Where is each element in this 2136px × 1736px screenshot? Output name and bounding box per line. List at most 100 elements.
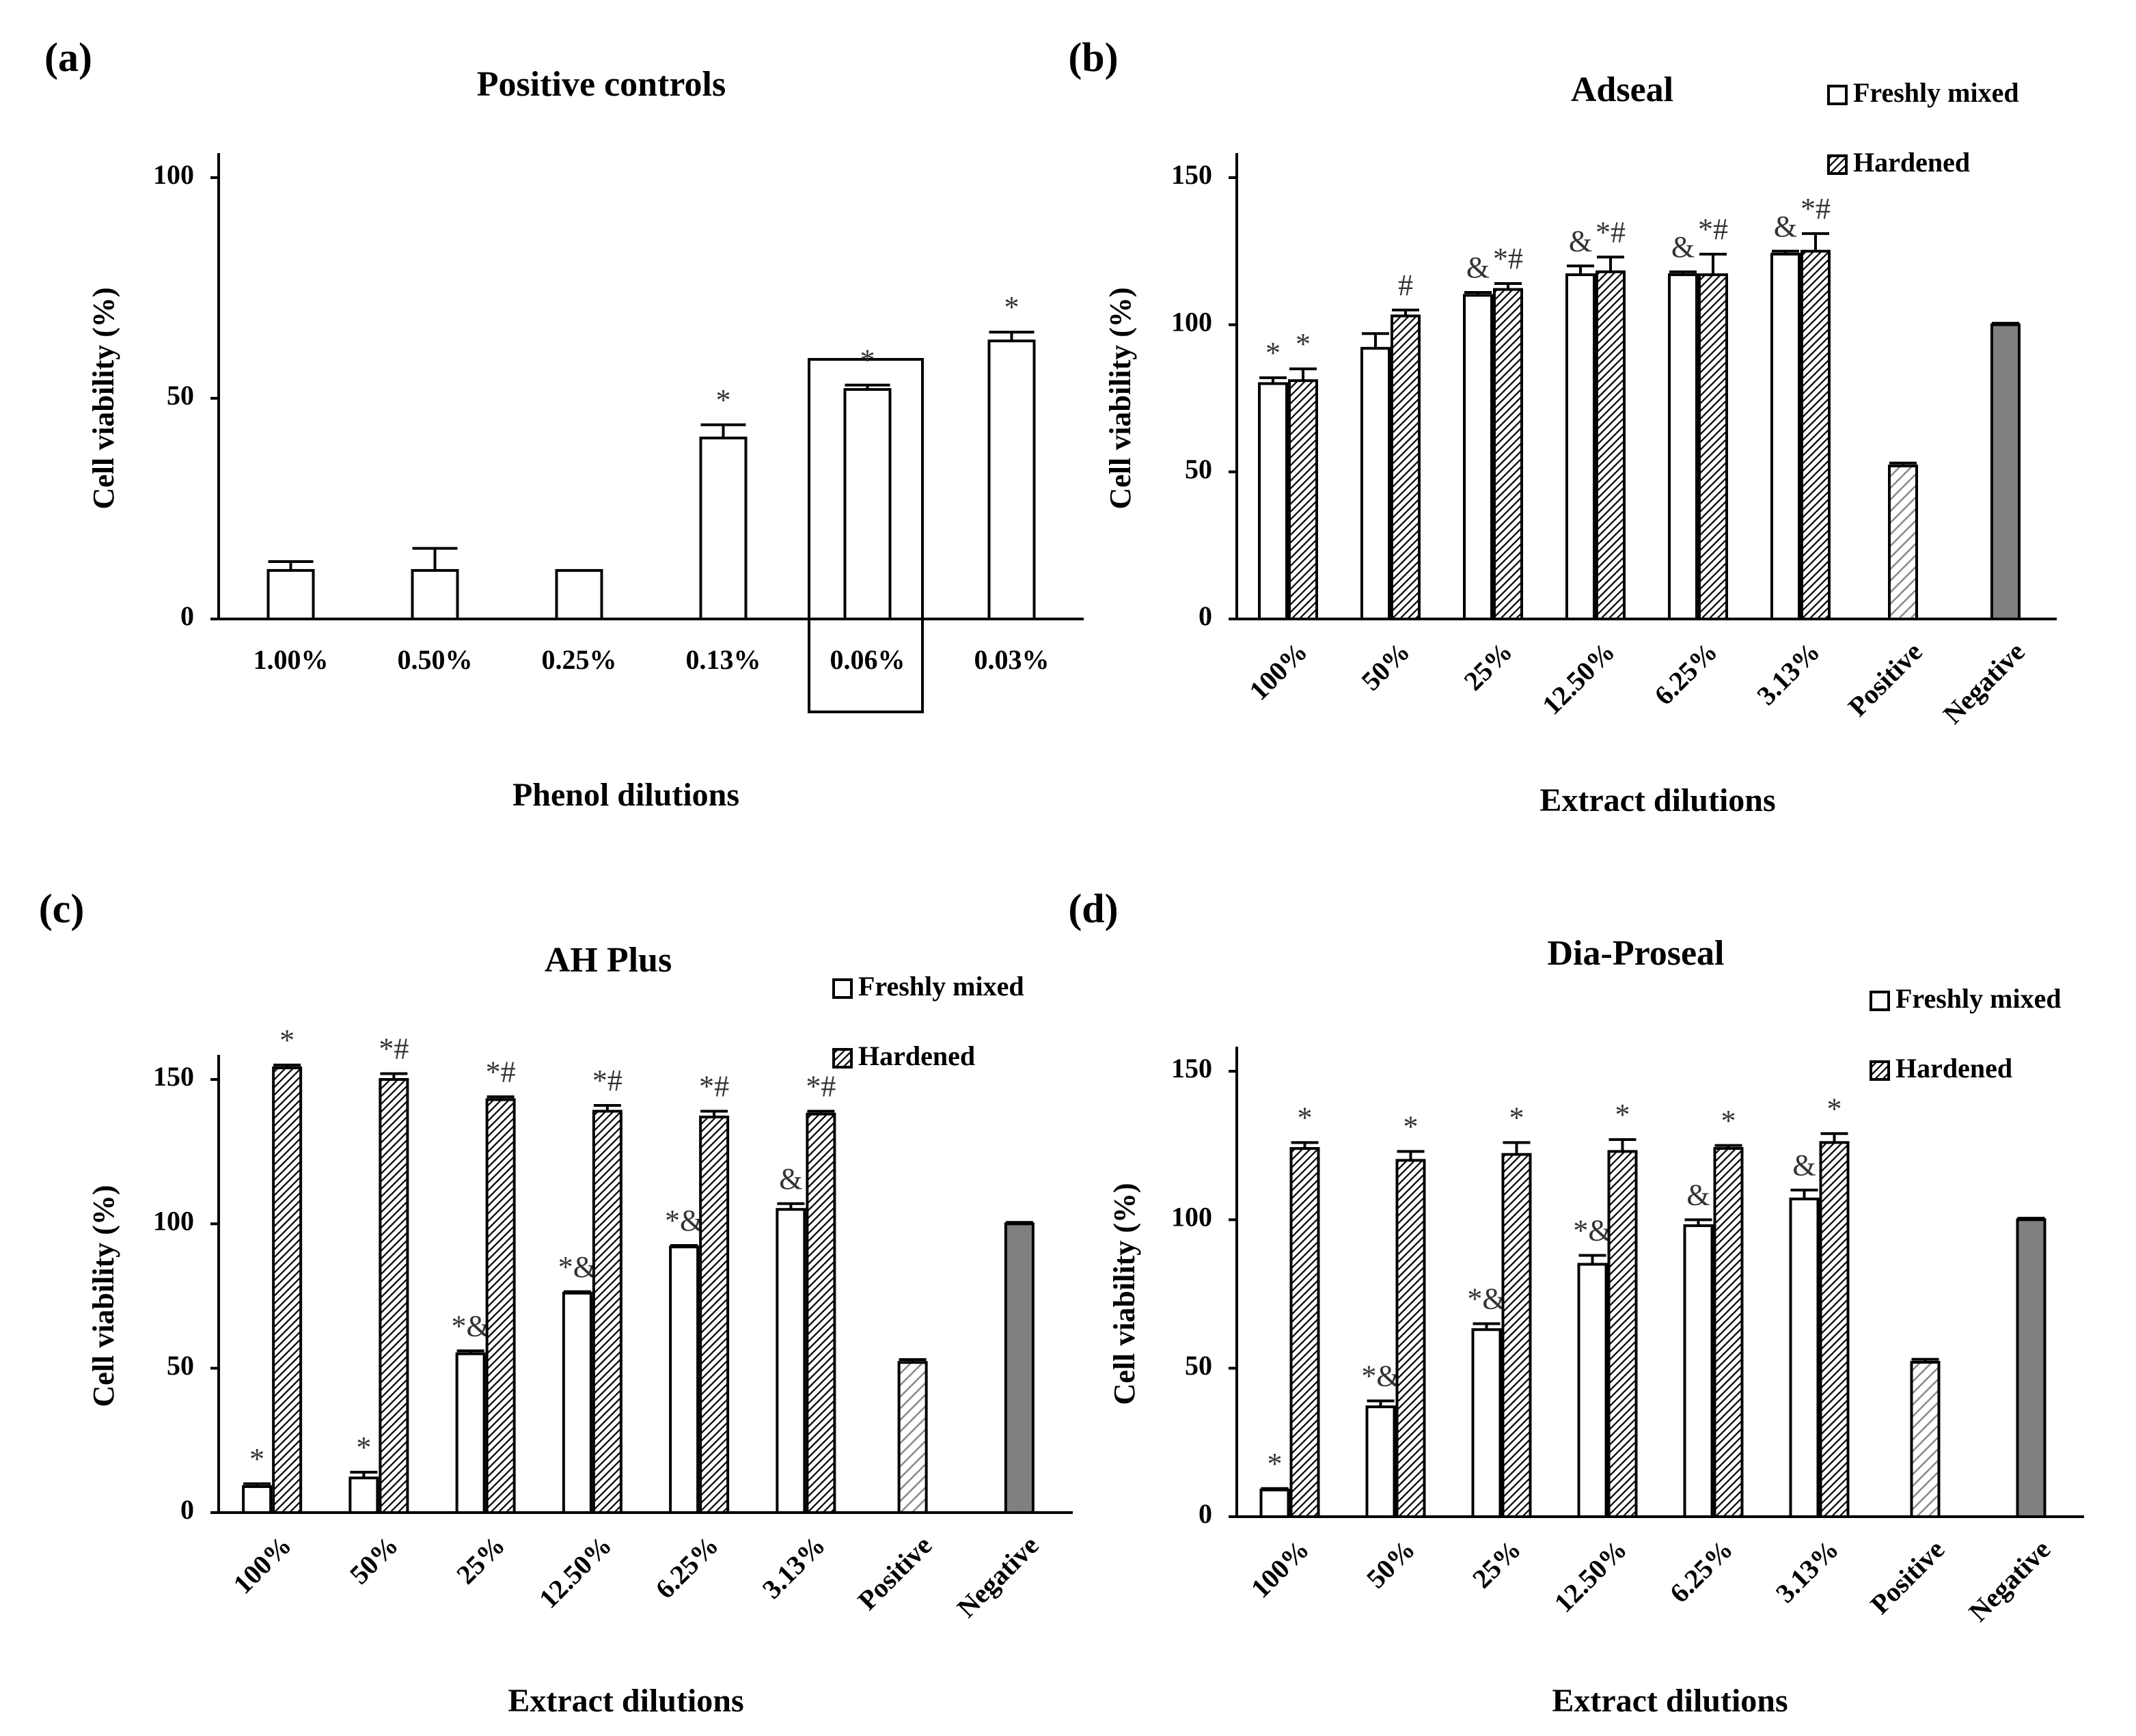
bar [562,1291,592,1514]
legend-swatch [1870,991,1890,1011]
annotation: * [1827,1092,1842,1125]
bar [1471,1328,1502,1519]
x-axis-label: Phenol dilutions [512,777,739,813]
bar [1713,1147,1744,1518]
bar [1004,1222,1035,1515]
bar [1565,273,1596,620]
error-bar [807,1110,835,1114]
annotation: *& [1573,1214,1611,1248]
error-bar [1259,376,1287,384]
bar [776,1208,806,1514]
x-tick-label: 0.03% [974,644,1050,675]
bar [266,568,315,620]
error-bar [899,1358,927,1363]
bar [1698,273,1728,620]
y-tick-label: 150 [153,1061,194,1092]
error-bar [350,1470,378,1478]
y-tick-label: 100 [1171,307,1212,337]
annotation: * [860,344,875,377]
bar [1391,314,1421,620]
legend-label: Freshly mixed [858,971,1024,1002]
error-bar [412,547,458,570]
x-tick-label: 12.50% [1536,636,1621,721]
panel-label: (c) [39,886,85,931]
highlight-box [808,358,924,713]
error-bar [2017,1217,2045,1220]
error-bar [1567,264,1594,275]
x-tick-label: 12.50% [1548,1534,1633,1618]
bar [1683,1224,1714,1518]
bar [1259,1488,1290,1518]
annotation: * [279,1023,295,1057]
error-bar [1911,1358,1939,1362]
error-bar [380,1072,408,1079]
annotation: & [1671,230,1695,264]
error-bar [243,1482,271,1487]
x-tick-label: 12.50% [533,1530,618,1614]
y-tick-label: 100 [1171,1202,1212,1232]
error-bar [1714,1144,1742,1149]
x-tick-label: 3.13% [756,1530,832,1605]
error-bar [1289,367,1317,381]
y-tick-label: 50 [167,1350,194,1381]
legend-swatch [1870,1060,1890,1081]
error-bar [1772,249,1799,254]
legend-label: Freshly mixed [1895,983,2062,1014]
annotation: # [1398,268,1413,302]
annotation: * [356,1431,371,1464]
annotation: *& [1467,1282,1505,1316]
x-tick-label: 50% [344,1530,404,1590]
annotation: * [1004,290,1019,324]
x-tick-label: 100% [1243,636,1313,706]
annotation: *# [1493,242,1523,275]
bar [1770,252,1800,620]
panel-label: (a) [44,35,92,80]
bar [555,568,603,620]
error-bar [1367,1399,1395,1407]
y-tick-label: 150 [1171,159,1212,190]
error-bar [1578,1254,1606,1265]
annotation: *# [699,1070,729,1103]
bar [1501,1153,1532,1518]
chart-title: AH Plus [545,941,672,980]
x-tick-label: 3.13% [1751,636,1826,711]
x-tick-label: Negative [1937,636,2031,730]
annotation: & [1792,1148,1816,1182]
y-tick-label: 0 [180,601,194,631]
annotation: * [1509,1101,1524,1134]
x-tick-label: 0.13% [686,644,761,675]
x-tick-label: 0.25% [542,644,617,675]
bar [1288,379,1318,620]
error-bar [1608,1138,1637,1152]
error-bar [456,1349,484,1354]
x-tick-label: 50% [1355,636,1415,696]
y-tick-label: 50 [167,380,194,411]
y-tick-label: 0 [180,1494,194,1525]
bar [348,1476,379,1515]
annotation: *# [1800,192,1831,225]
x-tick-label: 0.50% [398,644,473,675]
error-bar [1503,1141,1531,1155]
error-bar [1473,1322,1501,1330]
error-bar [563,1290,591,1293]
legend-label: Hardened [858,1041,975,1071]
annotation: & [1774,210,1797,243]
bar [272,1066,303,1515]
error-bar [845,383,890,390]
legend-swatch [832,1048,853,1069]
error-bar [1005,1221,1033,1224]
x-tick-label: 6.25% [1664,1534,1739,1609]
x-axis-label: Extract dilutions [1539,782,1775,818]
bar [699,1115,730,1514]
bar [242,1485,273,1514]
error-bar [1889,461,1917,467]
panel-label: (d) [1068,886,1118,931]
chart-title: Adseal [1571,70,1673,109]
bar [2016,1218,2046,1519]
annotation: & [1466,251,1490,284]
error-bar [1261,1487,1289,1490]
x-tick-label: Positive [1864,1534,1950,1620]
x-tick-label: 0.06% [830,644,905,675]
legend-label: Hardened [1895,1053,2012,1084]
bar [1360,346,1391,620]
